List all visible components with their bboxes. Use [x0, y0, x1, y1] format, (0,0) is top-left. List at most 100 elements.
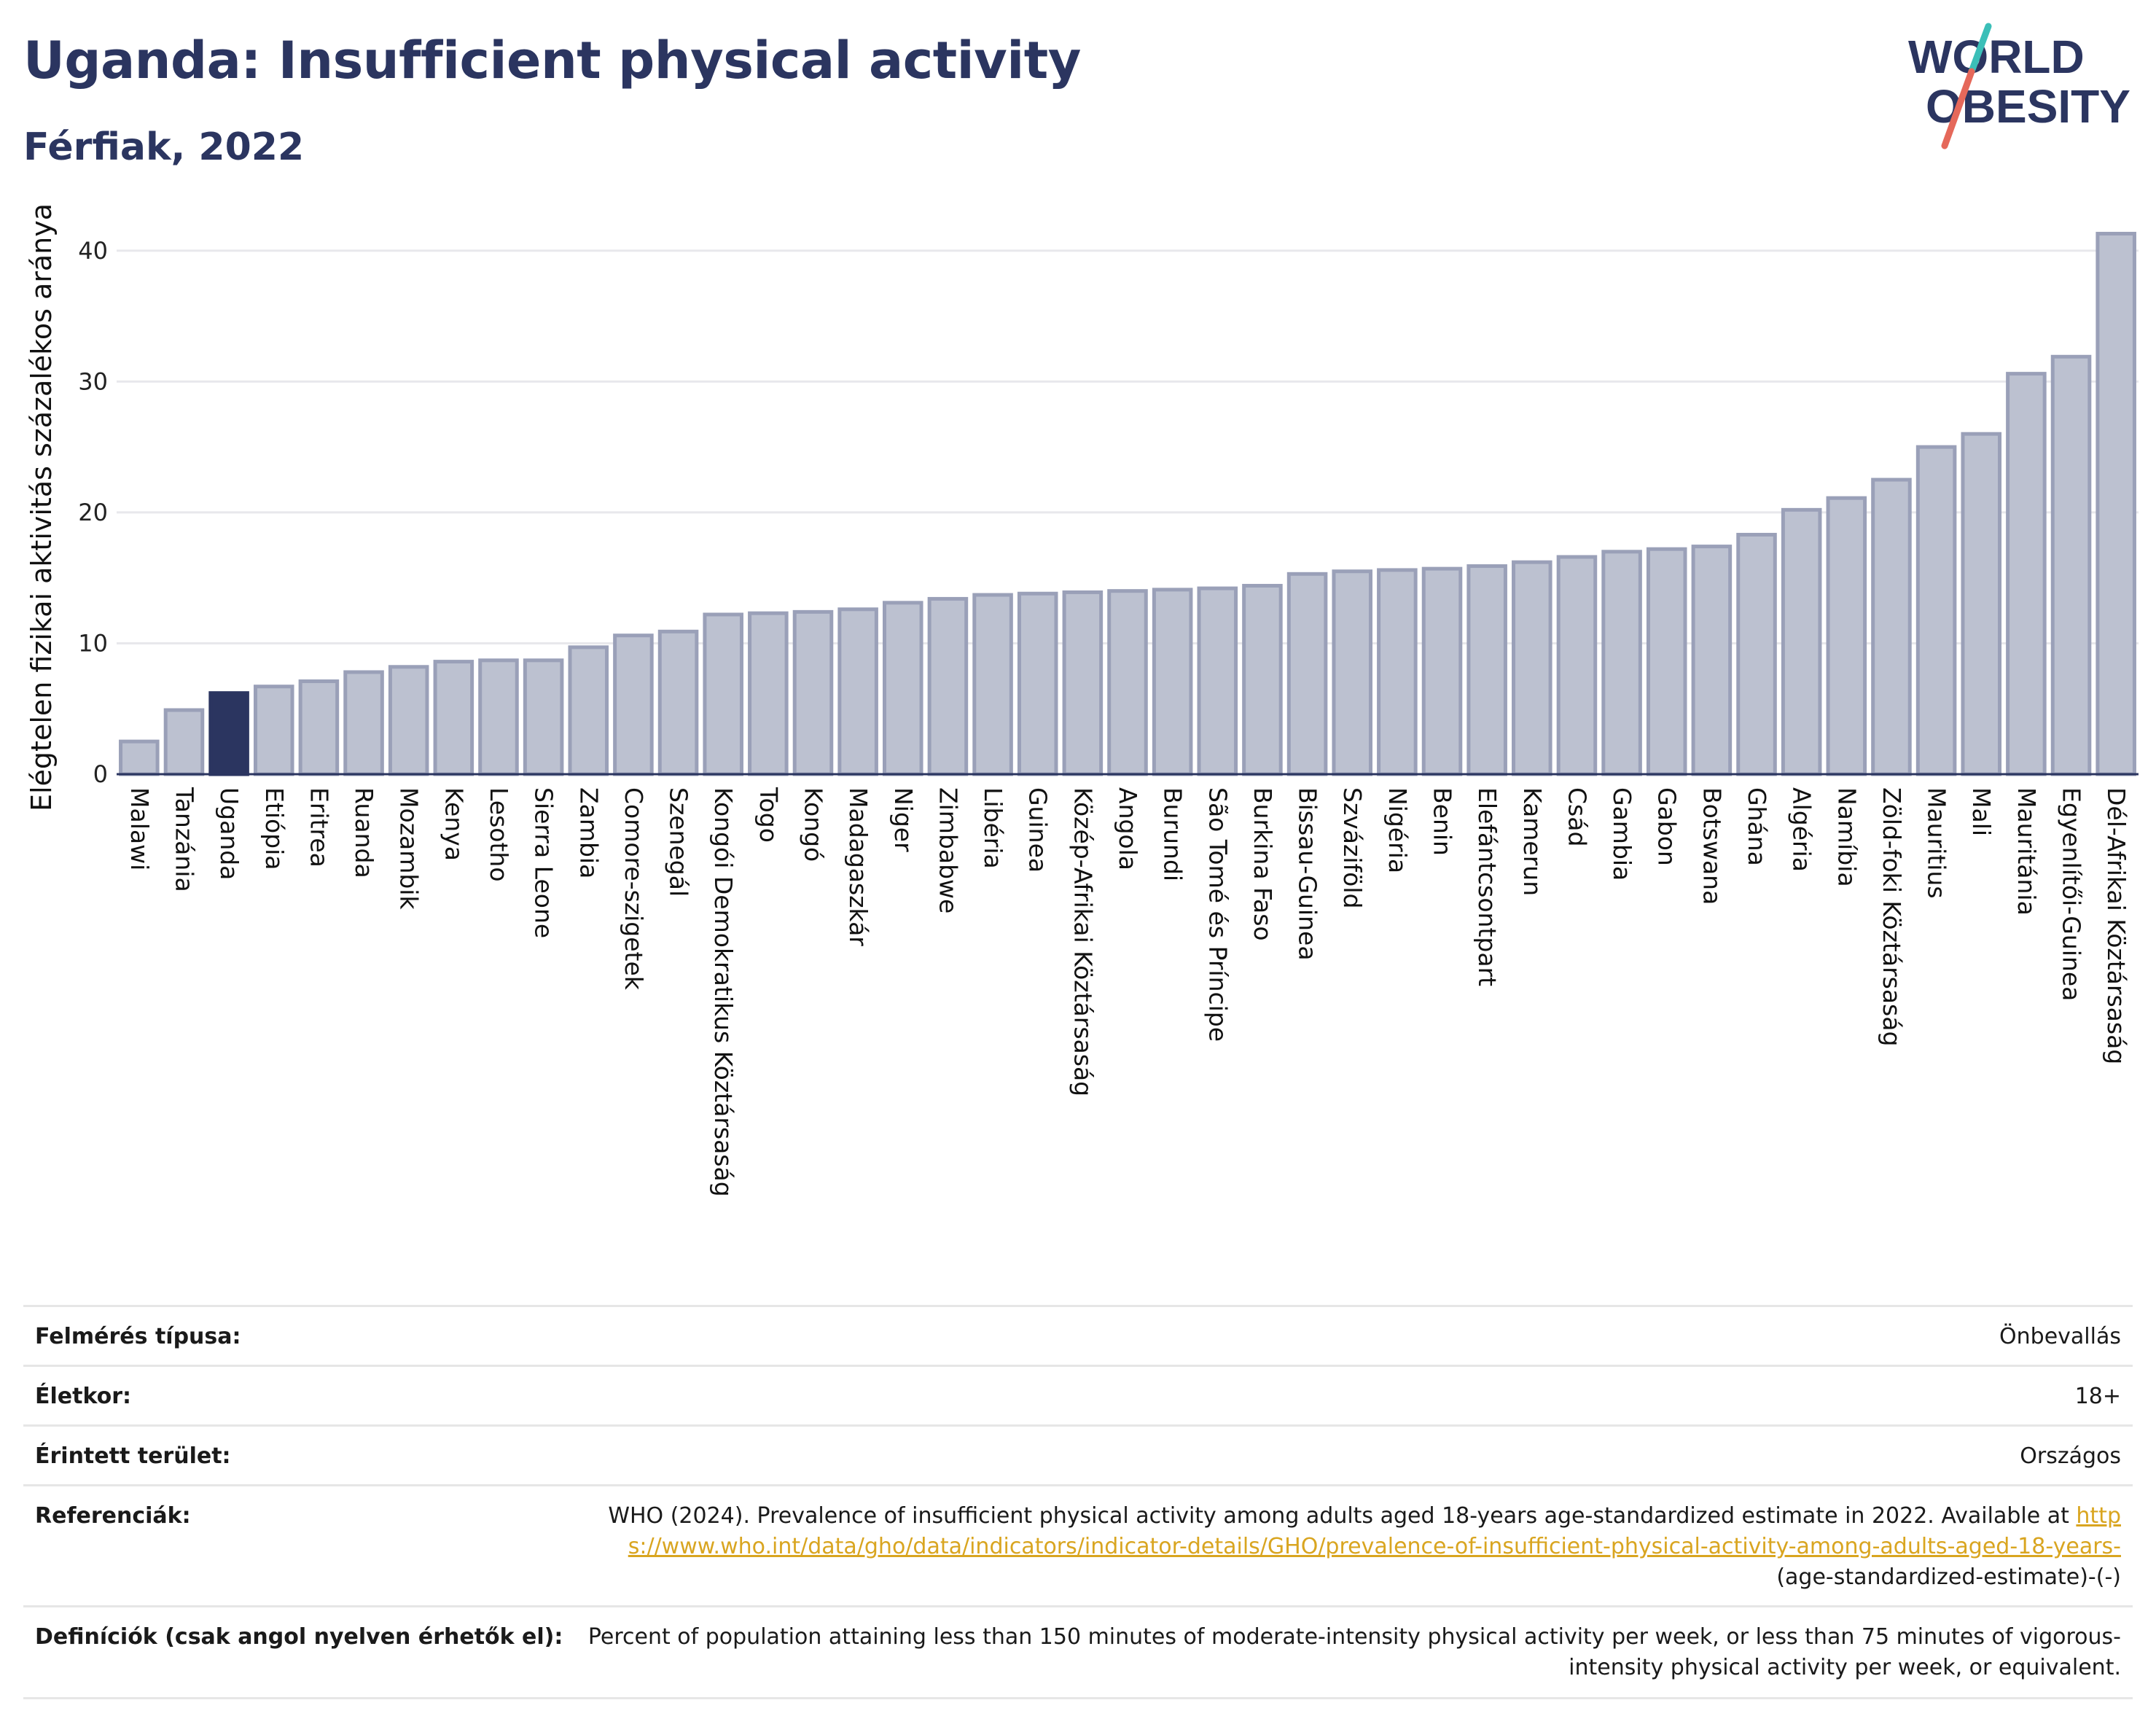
x-tick-label: Nigéria: [1383, 787, 1412, 873]
x-axis-labels: Malawi Tanzánia Uganda Etiópia Eritrea Ruanda…: [125, 787, 2130, 1197]
x-tick-label: Gabon: [1653, 787, 1682, 866]
bar-alg-ria: [1781, 507, 1822, 776]
meta-key: Referenciák:: [23, 1484, 575, 1607]
x-tick-label: Burundi: [1159, 787, 1187, 881]
bar-kong-: [792, 609, 834, 776]
bar-madagaszk-r: [837, 607, 878, 776]
chart-subtitle: Férfiak, 2022: [23, 125, 305, 169]
x-tick-label: Zöld-foki Köztársaság: [1878, 787, 1906, 1046]
reference-text: WHO (2024). Prevalence of insufficient p…: [608, 1503, 2069, 1529]
bar-eritrea: [298, 679, 340, 776]
y-tick-label: 40: [78, 237, 108, 265]
bar-szv-zif-ld: [1332, 569, 1372, 776]
x-tick-label: Eritrea: [305, 787, 333, 868]
world-obesity-logo: WORLD OBESITY: [1908, 23, 2130, 149]
bar-niger: [883, 601, 923, 776]
x-tick-label: São Tomé és Príncipe: [1203, 787, 1232, 1042]
x-tick-label: Elefántcsontpart: [1473, 787, 1501, 986]
bar-k-z-p-afrikai-k-zt-rsas-g: [1062, 590, 1104, 776]
bar-nig-ria: [1377, 568, 1418, 776]
x-tick-label: Mauritánia: [2012, 787, 2041, 916]
bar-ruanda: [343, 670, 384, 776]
bar-gabon: [1646, 547, 1687, 776]
x-tick-label: Kamerun: [1518, 787, 1547, 896]
y-tick-label: 30: [78, 367, 108, 395]
y-axis-label: Elégtelen fizikai aktivitás százalékos a…: [26, 203, 58, 811]
meta-row-survey-type: Felmérés típusa: Önbevallás: [23, 1305, 2133, 1366]
meta-value: Önbevallás: [574, 1305, 2133, 1366]
x-tick-label: Togo: [754, 787, 783, 843]
y-tick-label: 10: [78, 629, 108, 657]
x-tick-label: Ruanda: [350, 787, 378, 878]
x-tick-label: Niger: [889, 787, 918, 852]
bar-nam-bia: [1826, 496, 1867, 776]
meta-value: WHO (2024). Prevalence of insufficient p…: [574, 1484, 2133, 1607]
x-tick-label: Benin: [1429, 787, 1457, 856]
x-tick-label: Közép-Afrikai Köztársaság: [1069, 787, 1097, 1096]
x-tick-label: Botswana: [1698, 787, 1726, 905]
x-tick-label: Ghána: [1743, 787, 1771, 866]
x-tick-label: Guinea: [1024, 787, 1052, 873]
x-tick-label: Etiópia: [260, 787, 289, 870]
bar-mauritius: [1915, 445, 1957, 776]
bar-chart: 0 10 20 30 40 Malawi Tanzánia Uganda Etiópia Eri…: [26, 203, 2139, 1197]
bar-gambia: [1601, 550, 1642, 776]
bar-egyenl-t-i-guinea: [2050, 354, 2092, 776]
bar-s-o-tom-s-pr-ncipe: [1197, 586, 1238, 776]
bar-togo: [748, 611, 789, 776]
bar-cs-d: [1556, 555, 1598, 776]
meta-row-references: Referenciák: WHO (2024). Prevalence of i…: [23, 1484, 2133, 1607]
meta-key: Érintett terület:: [23, 1424, 575, 1486]
logo-line1: WORLD: [1908, 31, 2085, 83]
bar-guinea: [1017, 591, 1058, 776]
bar-kamerun: [1512, 560, 1552, 776]
meta-row-age: Életkor: 18+: [23, 1365, 2133, 1426]
meta-key: Felmérés típusa:: [23, 1305, 575, 1366]
bar-zambia: [568, 645, 609, 776]
x-tick-label: Burkina Faso: [1249, 787, 1277, 941]
bar-kenya: [433, 660, 474, 776]
meta-value: Percent of population attaining less tha…: [574, 1605, 2133, 1699]
x-tick-label: Dél-Afrikai Köztársaság: [2102, 787, 2130, 1064]
x-tick-label: Libéria: [979, 787, 1007, 869]
x-tick-label: Madagaszkár: [844, 787, 872, 946]
x-tick-label: Zambia: [574, 787, 603, 878]
meta-row-area: Érintett terület: Országos: [23, 1424, 2133, 1486]
bar-eti-pia: [253, 685, 294, 776]
bar-uganda: [208, 691, 249, 776]
x-tick-label: Csád: [1563, 787, 1591, 846]
bar-comore-szigetek: [613, 633, 654, 776]
x-tick-label: Szenegál: [665, 787, 693, 897]
x-tick-label: Tanzánia: [170, 787, 198, 892]
bar-angola: [1107, 589, 1148, 776]
meta-row-definitions: Definíciók (csak angol nyelven érhetők e…: [23, 1605, 2133, 1699]
meta-value: 18+: [574, 1365, 2133, 1426]
x-tick-label: Comore-szigetek: [620, 787, 648, 991]
reference-tail: (age-standardized-estimate)-(-): [1776, 1564, 2121, 1590]
x-tick-label: Mozambik: [395, 787, 423, 910]
x-tick-label: Uganda: [215, 787, 243, 880]
bar-mali: [1961, 432, 2002, 776]
x-tick-label: Algéria: [1788, 787, 1816, 872]
bar-burkina-faso: [1242, 583, 1283, 776]
x-tick-label: Kenya: [440, 787, 468, 861]
meta-key: Definíciók (csak angol nyelven érhetők e…: [23, 1605, 575, 1699]
x-tick-label: Lesotho: [485, 787, 513, 882]
chart-title: Uganda: Insufficient physical activity: [23, 31, 1081, 90]
bar-burundi: [1152, 588, 1193, 776]
x-tick-label: Zimbabwe: [934, 787, 962, 913]
bar-kong-i-demokratikus-k-zt-rsas-g: [703, 612, 743, 776]
x-tick-label: Angola: [1114, 787, 1142, 870]
reference-link[interactable]: https://www.who.int/data/gho/data/indica…: [628, 1503, 2121, 1559]
y-tick-label: 0: [93, 760, 108, 788]
x-tick-label: Malawi: [125, 787, 154, 870]
meta-key: Életkor:: [23, 1365, 575, 1426]
x-tick-label: Bissau-Guinea: [1294, 787, 1322, 961]
bars: [119, 232, 2136, 776]
bar-gh-na: [1736, 532, 1777, 776]
bar-zimbabwe: [927, 596, 969, 776]
bar-elef-ntcsontpart: [1466, 564, 1507, 776]
bar-szeneg-l: [657, 629, 699, 776]
bar-mozambik: [388, 665, 429, 776]
y-tick-label: 20: [78, 499, 108, 526]
